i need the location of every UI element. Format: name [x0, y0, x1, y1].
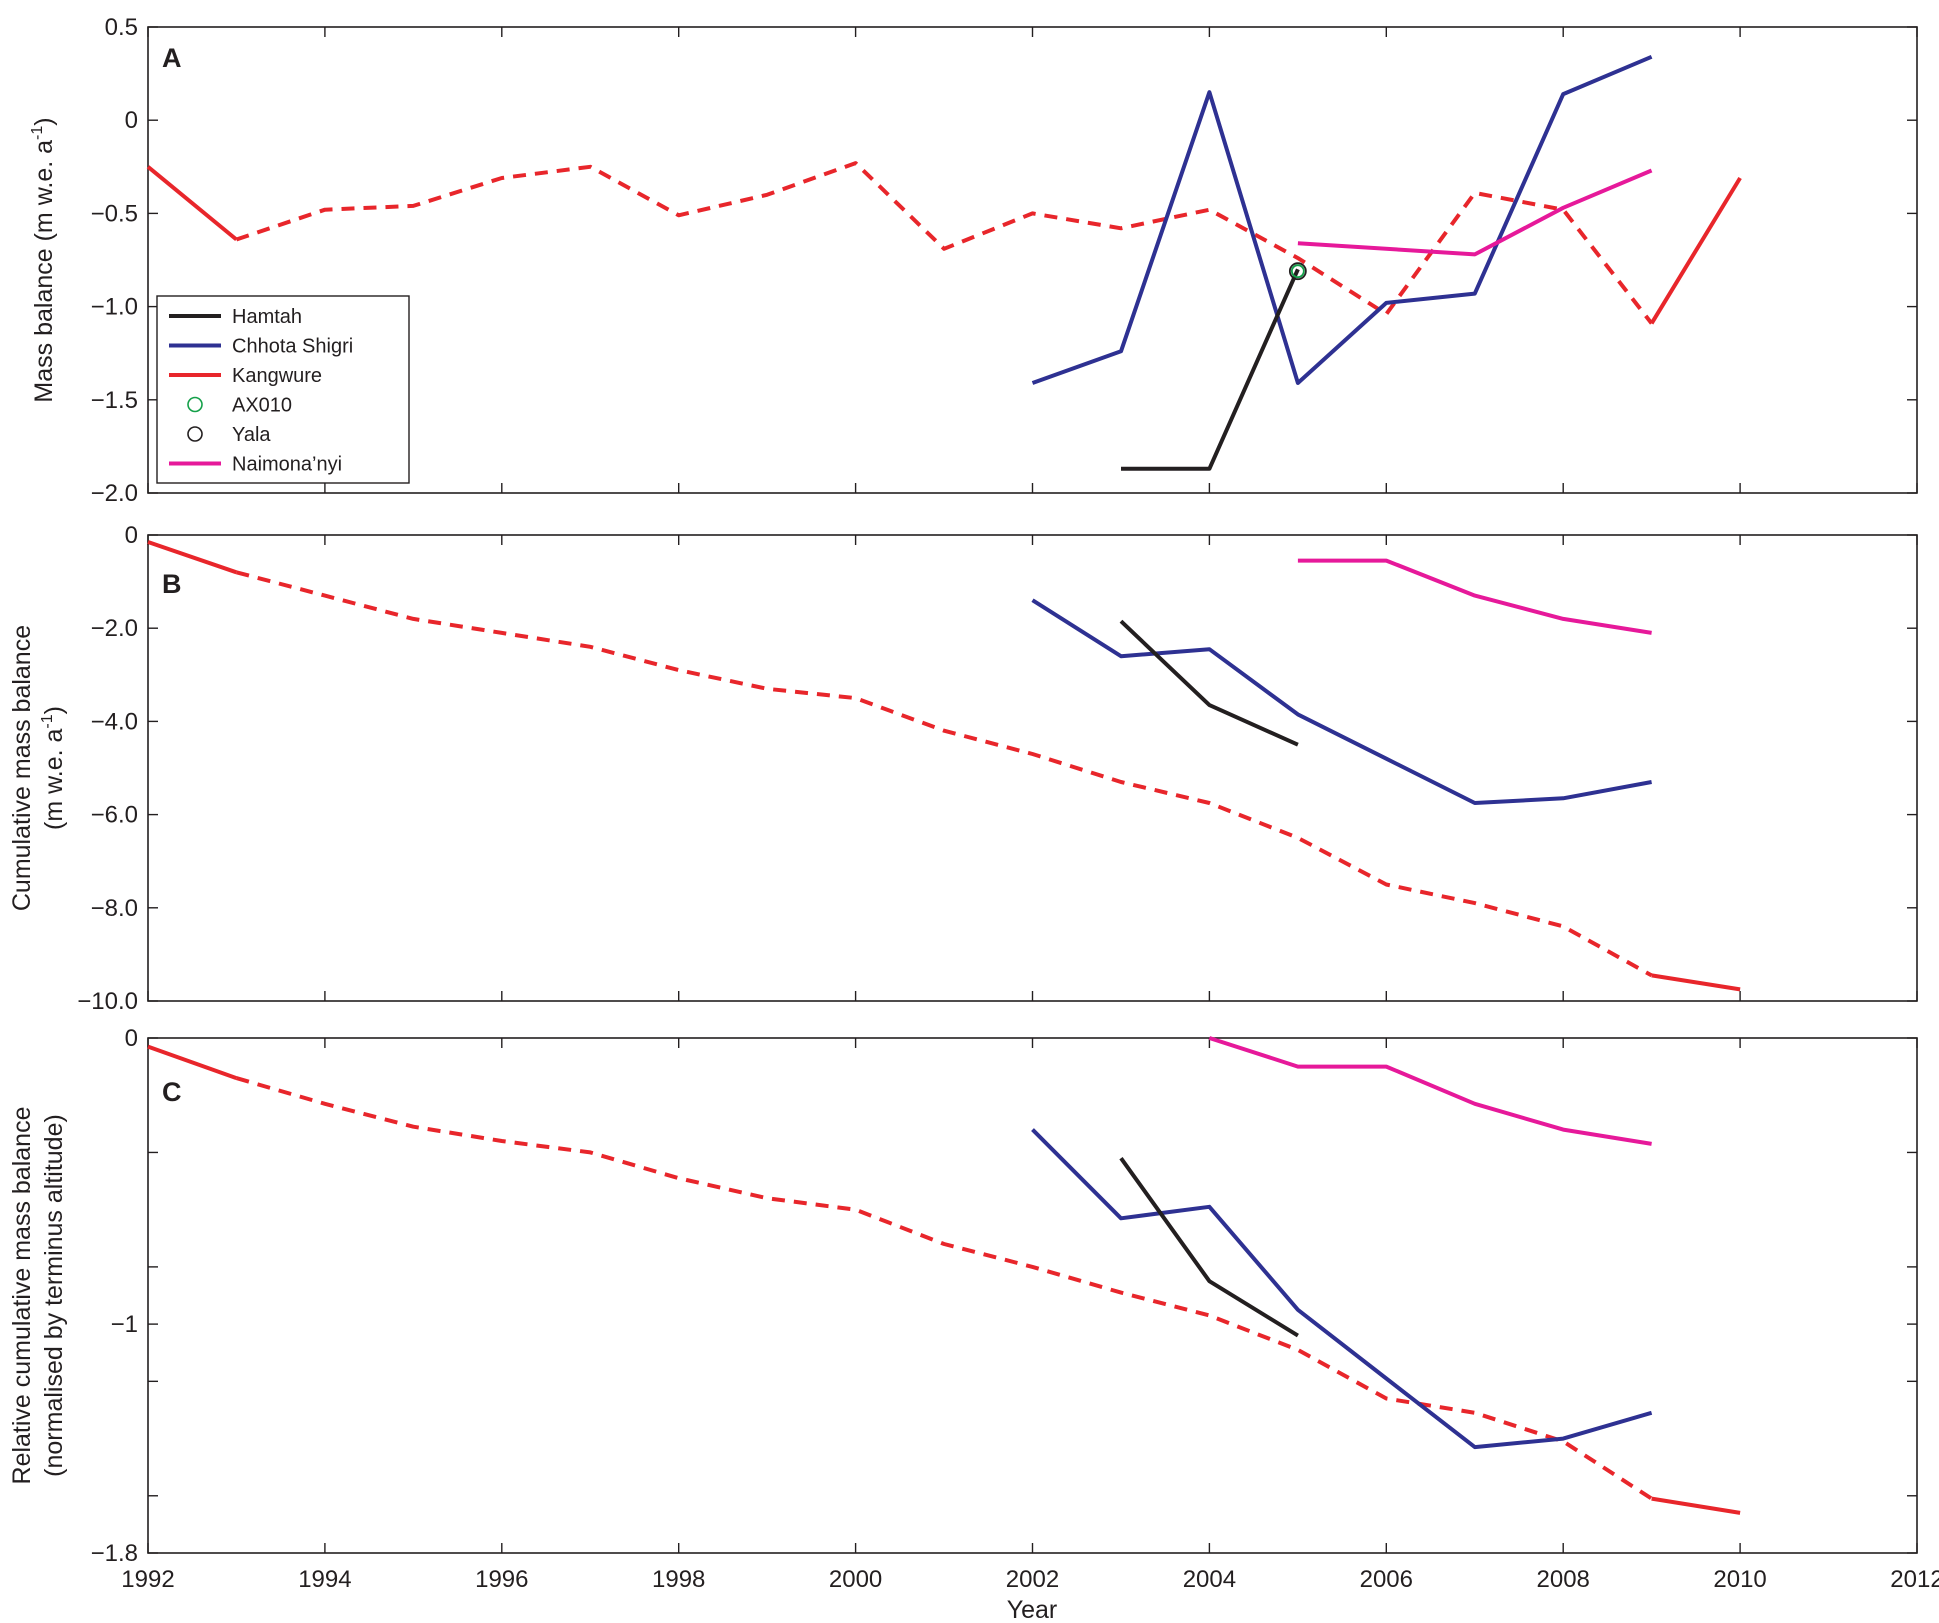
panel-c-y-axis-title-line1: Relative cumulative mass balance: [8, 1107, 36, 1485]
legend-swatch-ax010: [187, 396, 203, 413]
panel-b-hamtah-solid-line: [1119, 619, 1299, 747]
x-tick-label: 2012: [1890, 1566, 1939, 1593]
panel-b-kangwure-dashed-line: [235, 570, 1653, 978]
x-tick-label: 1994: [298, 1566, 351, 1593]
panel-c-y-axis-title-line2: (normalised by terminus altitude): [40, 1114, 68, 1477]
panel-a-chhota-shigri-solid-line: [1031, 54, 1653, 385]
panel-c-chhota-shigri-solid-line: [1031, 1128, 1653, 1450]
panel-b-y-axis-title-line2: (m w.e. a-1): [39, 706, 68, 830]
panel-a-letter: A: [162, 43, 182, 73]
panel-c-naimona-nyi-solid-line: [1208, 1036, 1652, 1146]
panel-a-hamtah-solid-line: [1121, 268, 1300, 471]
panel-a-naimona-nyi-solid-line: [1297, 168, 1653, 257]
panel-a-marker-yala: [1288, 262, 1307, 281]
legend-swatch-yala: [187, 426, 203, 442]
panel-a-series-chhota-shigri: [1031, 54, 1653, 385]
legend-entry-ax010: AX010: [187, 395, 292, 417]
panel-a-kangwure-solid-line: [146, 165, 238, 242]
panel-b-y-tick-label: −10.0: [77, 988, 138, 1015]
legend-entry-naimona-nyi: Naimona’nyi: [169, 454, 342, 476]
panel-b-y-tick-label: 0: [125, 522, 138, 549]
panel-c-hamtah-solid-line: [1119, 1157, 1299, 1338]
legend: Hamtah Chhota Shigri Kangwure AX010 Yala Naim…: [156, 295, 410, 484]
panel-c-frame: [147, 1037, 1918, 1554]
panel-c: 1992 1994 1996 1998 2000 2002 2004 2006 2008 2010…: [8, 1025, 1939, 1593]
panel-b-chhota-shigri-solid-line: [1031, 598, 1652, 805]
panel-c-series-naimona-nyi: [1208, 1036, 1652, 1146]
panel-a-y-tick-label: −2.0: [91, 480, 138, 507]
panel-a-y-tick-label: −1.0: [91, 294, 138, 321]
panel-b-y-tick-label: −8.0: [91, 895, 138, 922]
panel-c-series-kangwure: [147, 1044, 1741, 1515]
x-tick-label: 2008: [1537, 1566, 1590, 1593]
panel-b: 0 −2.0 −4.0 −6.0 −8.0 −10.0 B Cumulative mass b…: [8, 522, 1918, 1015]
panel-a-y-tick-label: 0.5: [105, 14, 138, 41]
x-tick-label: 1998: [652, 1566, 705, 1593]
panel-a-kangwure-solid-line: [1649, 176, 1742, 325]
panel-a-y-tick-label: 0: [125, 107, 138, 134]
x-tick-label: 2010: [1713, 1566, 1766, 1593]
panel-a-series-kangwure: [146, 161, 1742, 325]
panel-c-y-tick-label: −1: [111, 1311, 138, 1338]
legend-label-naimona-nyi: Naimona’nyi: [232, 454, 342, 476]
x-tick-label: 2000: [829, 1566, 882, 1593]
panel-b-series-kangwure: [147, 540, 1741, 992]
panel-c-kangwure-solid-line: [147, 1044, 238, 1080]
panel-b-y-tick-label: −4.0: [91, 708, 138, 735]
panel-b-naimona-nyi-solid-line: [1297, 558, 1652, 635]
x-tick-label: 2004: [1183, 1566, 1236, 1593]
panel-c-series-hamtah: [1119, 1157, 1299, 1338]
panel-b-series-chhota-shigri: [1031, 598, 1652, 805]
x-axis-title: Year: [1007, 1596, 1058, 1623]
panel-c-series-chhota-shigri: [1031, 1128, 1653, 1450]
x-tick-label: 2002: [1006, 1566, 1059, 1593]
legend-entry-hamtah: Hamtah: [169, 306, 302, 328]
panel-a-y-axis-title: Mass balance (m w.e. a-1): [29, 117, 58, 402]
x-tick-label: 2006: [1360, 1566, 1413, 1593]
panel-b-y-tick-label: −6.0: [91, 802, 138, 829]
panel-b-frame: [147, 534, 1918, 1002]
panel-a: 0.5 0 −0.5 −1.0 −1.5 −2.0 A Mass balance (m w.e…: [29, 14, 1918, 507]
panel-c-y-tick-label: 0: [125, 1025, 138, 1052]
x-tick-label: 1996: [475, 1566, 528, 1593]
legend-label-chhota-shigri: Chhota Shigri: [232, 336, 353, 358]
panel-c-kangwure-solid-line: [1651, 1496, 1741, 1515]
panel-c-letter: C: [162, 1077, 182, 1107]
panel-b-kangwure-solid-line: [147, 540, 238, 575]
panel-b-y-tick-label: −2.0: [91, 615, 138, 642]
panel-a-series-naimona-nyi: [1297, 168, 1653, 257]
x-tick-label: 1992: [121, 1566, 174, 1593]
panel-c-y-tick-label: −1.8: [91, 1540, 138, 1567]
panel-b-y-axis-title-line1: Cumulative mass balance: [8, 625, 36, 911]
panel-b-kangwure-solid-line: [1651, 973, 1741, 992]
panel-a-marker-ax010: [1290, 264, 1305, 279]
panel-b-letter: B: [162, 569, 182, 599]
panel-a-frame: [147, 26, 1918, 494]
legend-box: [156, 295, 410, 484]
panel-a-kangwure-dashed-line: [235, 161, 1654, 325]
legend-entry-kangwure: Kangwure: [169, 365, 322, 387]
panel-c-kangwure-dashed-line: [235, 1076, 1653, 1501]
panels-layer: 0.5 0 −0.5 −1.0 −1.5 −2.0 A Mass balance (m w.e…: [8, 14, 1939, 1593]
legend-label-hamtah: Hamtah: [232, 306, 302, 328]
panel-b-series-naimona-nyi: [1297, 558, 1652, 635]
legend-label-ax010: AX010: [232, 395, 292, 417]
legend-entry-chhota-shigri: Chhota Shigri: [169, 336, 353, 358]
panel-a-y-tick-label: −0.5: [91, 200, 138, 227]
panel-b-series-hamtah: [1119, 619, 1299, 747]
legend-entry-yala: Yala: [187, 424, 271, 446]
panel-a-series-hamtah: [1121, 268, 1300, 471]
legend-label-yala: Yala: [232, 424, 271, 446]
panel-a-y-tick-label: −1.5: [91, 387, 138, 414]
legend-label-kangwure: Kangwure: [232, 365, 322, 387]
